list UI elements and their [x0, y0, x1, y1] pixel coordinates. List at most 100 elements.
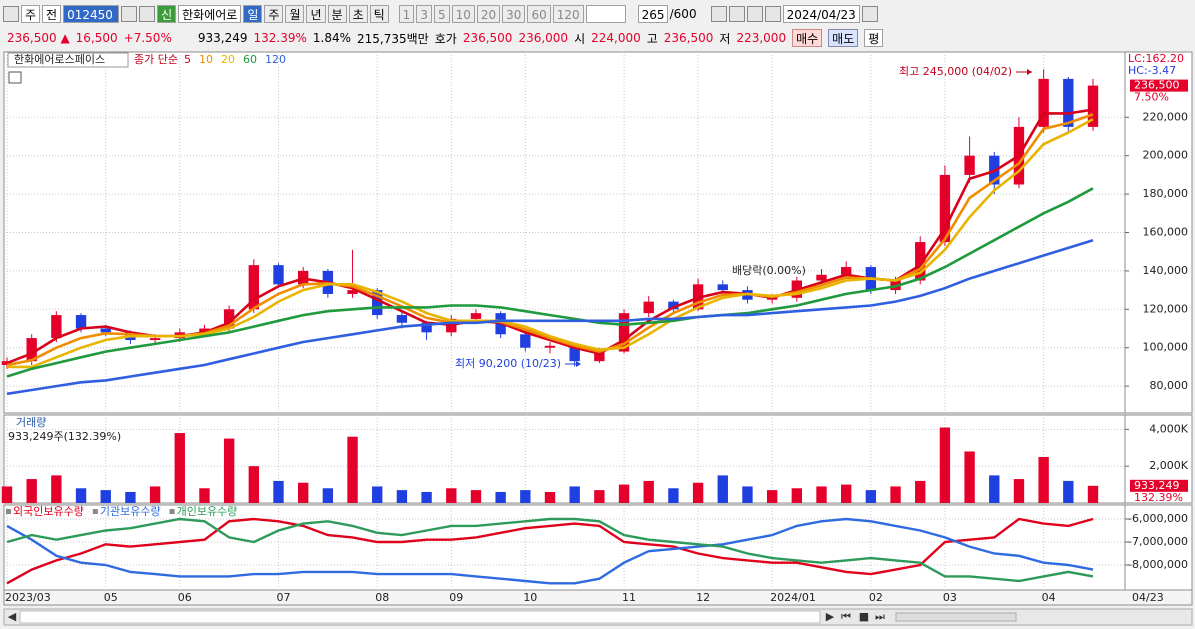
- volume-bar: [125, 491, 136, 503]
- chart-title: 한화에어로스페이스: [14, 53, 105, 66]
- y-tick-label: 2,000K: [1149, 459, 1188, 472]
- panel-title: 거래량: [16, 416, 46, 429]
- amount: 215,735백만: [357, 31, 429, 46]
- candle-body: [1038, 78, 1049, 127]
- buy-button[interactable]: 매수: [792, 29, 823, 47]
- volume-bar: [149, 486, 161, 503]
- x-end-label: 04/23: [1132, 591, 1164, 604]
- period[interactable]: 초: [348, 5, 368, 23]
- volume-bar: [742, 486, 753, 503]
- tool-icon[interactable]: [710, 6, 727, 22]
- count-input[interactable]: 265: [637, 5, 668, 23]
- volume-bar: [766, 490, 778, 503]
- volume-bar: [915, 480, 926, 503]
- compare[interactable]: 전: [42, 5, 62, 23]
- ma-line: [6, 238, 1094, 396]
- volume: 933,249: [197, 31, 248, 45]
- x-tick-label: 04: [1042, 591, 1056, 604]
- legend-swatch: [169, 509, 175, 514]
- period[interactable]: 월: [285, 5, 305, 23]
- period[interactable]: 틱: [369, 5, 389, 23]
- candle-body: [421, 322, 432, 333]
- sell-button[interactable]: 매도: [828, 29, 859, 47]
- legend-entry: 10: [199, 53, 213, 66]
- scroll-button[interactable]: ◀: [8, 610, 17, 623]
- volume-bar: [199, 488, 210, 503]
- sound-icon[interactable]: [139, 6, 156, 22]
- scroll-thumb: [19, 610, 821, 624]
- lc-label: LC:162.20: [1128, 52, 1184, 65]
- interval[interactable]: 60: [527, 5, 551, 23]
- volume-bar: [643, 480, 654, 503]
- tool-icon[interactable]: [728, 6, 745, 22]
- annotation: 배당락(0.00%): [732, 264, 806, 277]
- x-tick-label: 2024/01: [770, 591, 816, 604]
- candle-body: [668, 301, 679, 310]
- volume-bar: [717, 475, 728, 503]
- settings-icon[interactable]: [764, 6, 781, 22]
- y-tick-label: 220,000: [1143, 110, 1189, 123]
- interval[interactable]: 20: [476, 5, 501, 23]
- candle-body: [939, 174, 951, 243]
- x-tick-label: 09: [449, 591, 463, 604]
- candle-body: [520, 334, 531, 348]
- interval[interactable]: 30: [502, 5, 526, 23]
- candle-body: [816, 274, 827, 281]
- interval[interactable]: 3: [416, 5, 432, 23]
- candle-body: [643, 301, 654, 314]
- volume-bar: [791, 488, 803, 503]
- table-icon: [8, 71, 22, 84]
- legend-swatch: [92, 509, 98, 514]
- period-select[interactable]: 주: [21, 5, 41, 23]
- volume-bar: [865, 490, 877, 503]
- interval[interactable]: 10: [451, 5, 475, 23]
- candle-body: [199, 328, 210, 333]
- legend-entry: 20: [221, 53, 235, 66]
- scroll-button[interactable]: ⏭: [875, 610, 885, 623]
- volume-bar: [964, 451, 975, 503]
- info-bar: 236,500 ▲ 16,500 +7.50% 933,249 132.39% …: [0, 28, 1195, 48]
- ma-line: [7, 118, 1094, 369]
- badge: 신: [157, 5, 177, 23]
- period[interactable]: 주: [264, 5, 284, 23]
- x-tick-label: 12: [696, 591, 710, 604]
- x-tick-label: 2023/03: [5, 591, 51, 604]
- axis-panel: [1124, 504, 1193, 591]
- volume-bar: [396, 490, 408, 503]
- date-input[interactable]: 2024/04/23: [782, 5, 860, 23]
- volume-bar: [26, 479, 37, 503]
- hc-label: HC:-3.47: [1128, 64, 1176, 77]
- ask: 236,500: [462, 31, 513, 45]
- annotation-arrowhead: [1027, 69, 1032, 75]
- candle-body: [544, 345, 556, 348]
- menu-icon[interactable]: [3, 6, 19, 22]
- label: 저: [719, 31, 731, 46]
- save-icon[interactable]: [746, 6, 763, 22]
- scroll-button[interactable]: ■: [859, 610, 869, 623]
- period[interactable]: 년: [306, 5, 326, 23]
- avg-button[interactable]: 평: [864, 29, 884, 47]
- volume-bar: [668, 488, 679, 503]
- scroll-button[interactable]: ⏮: [841, 610, 851, 623]
- candle-body: [569, 345, 580, 362]
- y-tick-label: 180,000: [1143, 187, 1189, 200]
- scroll-button[interactable]: ▶: [826, 610, 835, 623]
- period[interactable]: 분: [327, 5, 347, 23]
- annotation-arrowhead: [576, 361, 581, 367]
- y-tick-label: -7,000,000: [1128, 535, 1188, 548]
- calendar-icon[interactable]: [861, 6, 878, 22]
- count-max: /600: [669, 7, 697, 21]
- volume-bar: [1013, 479, 1025, 503]
- interval[interactable]: 120: [552, 5, 584, 23]
- candle-body: [100, 328, 111, 333]
- interval[interactable]: 1: [398, 5, 415, 23]
- period[interactable]: 일: [243, 5, 263, 23]
- interval-input[interactable]: [585, 5, 626, 23]
- volume-bar: [1, 486, 13, 503]
- code-input[interactable]: 012450: [63, 5, 120, 23]
- legend-entry: 개인보유수량: [177, 505, 238, 518]
- search-icon[interactable]: [121, 6, 138, 22]
- volume-bar: [174, 433, 185, 503]
- interval[interactable]: 5: [433, 5, 450, 23]
